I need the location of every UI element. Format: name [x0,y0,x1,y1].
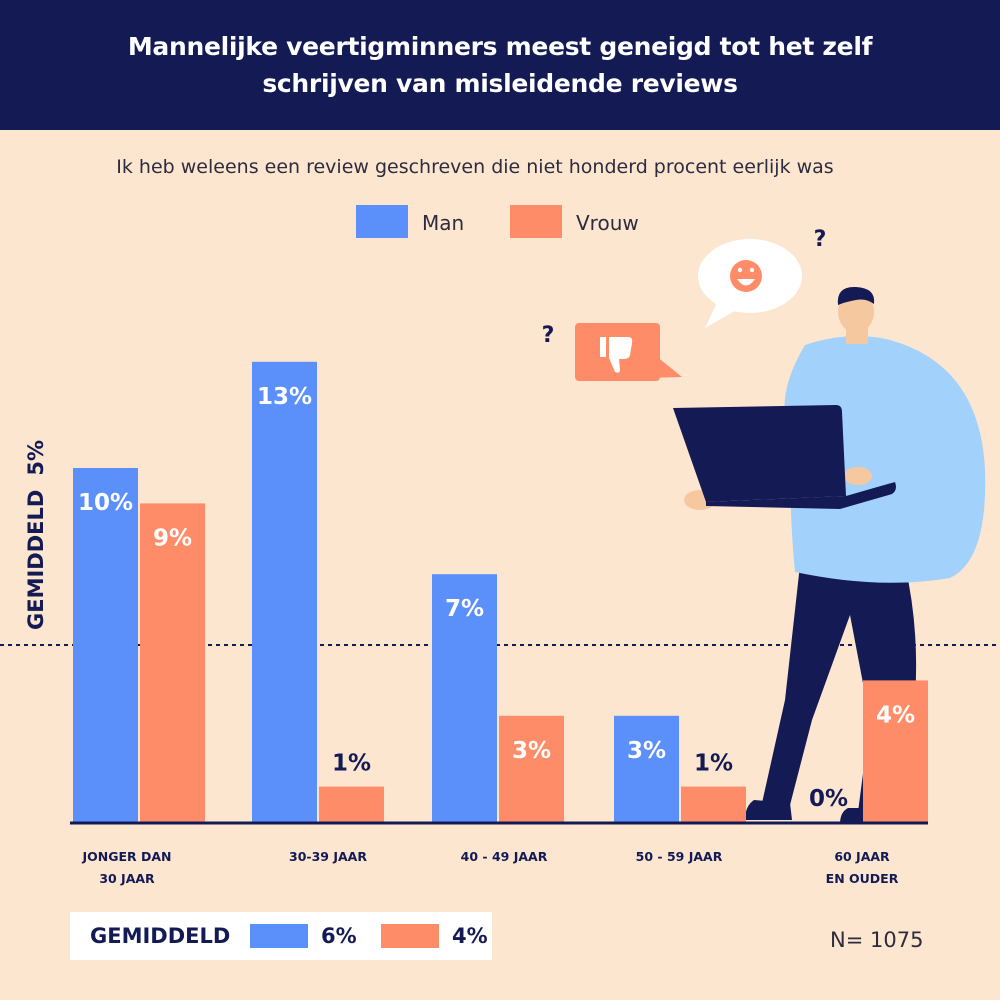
data-label-vrouw-4: 4% [876,702,915,728]
data-label-vrouw-0: 9% [153,525,192,551]
average-summary-label: GEMIDDELD [90,924,231,948]
legend-swatch-vrouw [510,205,562,238]
legend-swatch-man [356,205,408,238]
data-label-man-1: 13% [257,384,312,410]
page-title: Mannelijke veertigminners meest geneigd … [127,32,873,98]
x-tick-label: JONGER DAN 30 JAAR [82,849,172,886]
average-value-man: 6% [321,924,357,948]
header-banner: Mannelijke veertigminners meest geneigd … [0,0,1000,130]
data-label-vrouw-1: 1% [332,751,371,777]
bar-vrouw-0 [140,503,205,822]
bar-vrouw-4 [863,680,928,822]
svg-text:?: ? [542,323,555,348]
data-label-man-3: 3% [627,738,666,764]
x-tick-label: 30-39 JAAR [289,849,367,864]
average-swatch-man [250,924,308,948]
x-tick-label: 50 - 59 JAAR [635,849,723,864]
chart-subtitle: Ik heb weleens een review geschreven die… [116,156,834,178]
svg-text:?: ? [814,227,827,252]
bar-vrouw-2 [499,715,564,822]
data-label-vrouw-3: 1% [694,751,733,777]
data-label-man-2: 7% [445,596,484,622]
legend-label-man: Man [422,211,465,235]
laptop-icon [673,405,896,509]
bar-man-3 [614,715,679,822]
average-value-vrouw: 4% [452,924,488,948]
x-tick-label: 40 - 49 JAAR [460,849,548,864]
bar-man-1 [252,361,317,822]
speech-bubble-smile-icon [698,239,802,328]
legend-label-vrouw: Vrouw [576,211,639,235]
sample-size-label: N= 1075 [830,928,924,952]
bar-man-0 [73,468,138,822]
x-tick-label: 60 JAAR EN OUDER [825,849,899,886]
bar-vrouw-3 [681,786,746,822]
bars-group: 10% 13% 7% 3% 0% 9% 1% 3% 1% 4% [73,361,928,822]
data-label-vrouw-2: 3% [512,738,551,764]
data-label-man-4: 0% [809,786,848,812]
average-summary-box: GEMIDDELD 6% 4% [70,912,492,960]
average-swatch-vrouw [381,924,439,948]
bar-vrouw-1 [319,786,384,822]
bar-man-2 [432,574,497,822]
data-label-man-0: 10% [78,490,133,516]
thumbs-down-bubble-icon [575,323,682,381]
